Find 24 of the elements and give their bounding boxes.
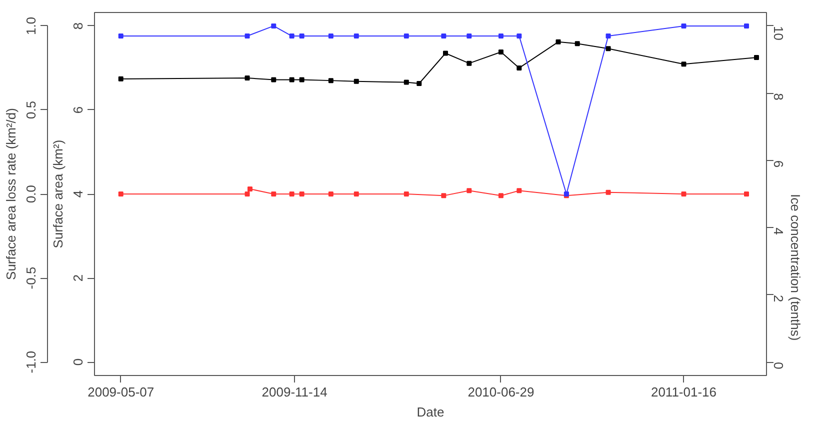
- y-axis-title: Surface area (km²): [50, 140, 66, 248]
- y3-tick-label: 1.0: [24, 16, 38, 35]
- y-tick-label: 6: [70, 106, 86, 114]
- y2-tick-label: 2: [771, 294, 786, 302]
- x-tick-label: 2009-05-07: [88, 384, 154, 400]
- y-tick-label: 0: [70, 358, 86, 366]
- y3-tick-label: -0.5: [24, 266, 38, 290]
- y-tick-label: 2: [70, 274, 86, 282]
- x-tick-label: 2011-01-16: [650, 384, 717, 400]
- y3-tick-label: 0.0: [24, 184, 38, 204]
- y3-tick-label: -1.0: [24, 350, 38, 374]
- x-tick-label: 2010-06-29: [468, 384, 534, 400]
- x-axis-title: Date: [416, 404, 444, 420]
- y2-tick-label: 10: [771, 26, 786, 40]
- y3-tick-label: 0.5: [24, 100, 38, 120]
- y2-tick-label: 4: [771, 228, 786, 235]
- x-tick-label: 2009-11-14: [262, 384, 328, 400]
- y2-tick-label: 8: [771, 93, 786, 100]
- y2-tick-label: 0: [771, 362, 786, 370]
- y2-axis-title: Ice concentration (tenths): [788, 194, 803, 341]
- y2-tick-label: 6: [771, 160, 786, 168]
- y-tick-label: 8: [70, 22, 86, 30]
- y-tick-label: 4: [70, 190, 86, 198]
- y3-axis-title: Surface area loss rate (km²/d): [4, 108, 18, 280]
